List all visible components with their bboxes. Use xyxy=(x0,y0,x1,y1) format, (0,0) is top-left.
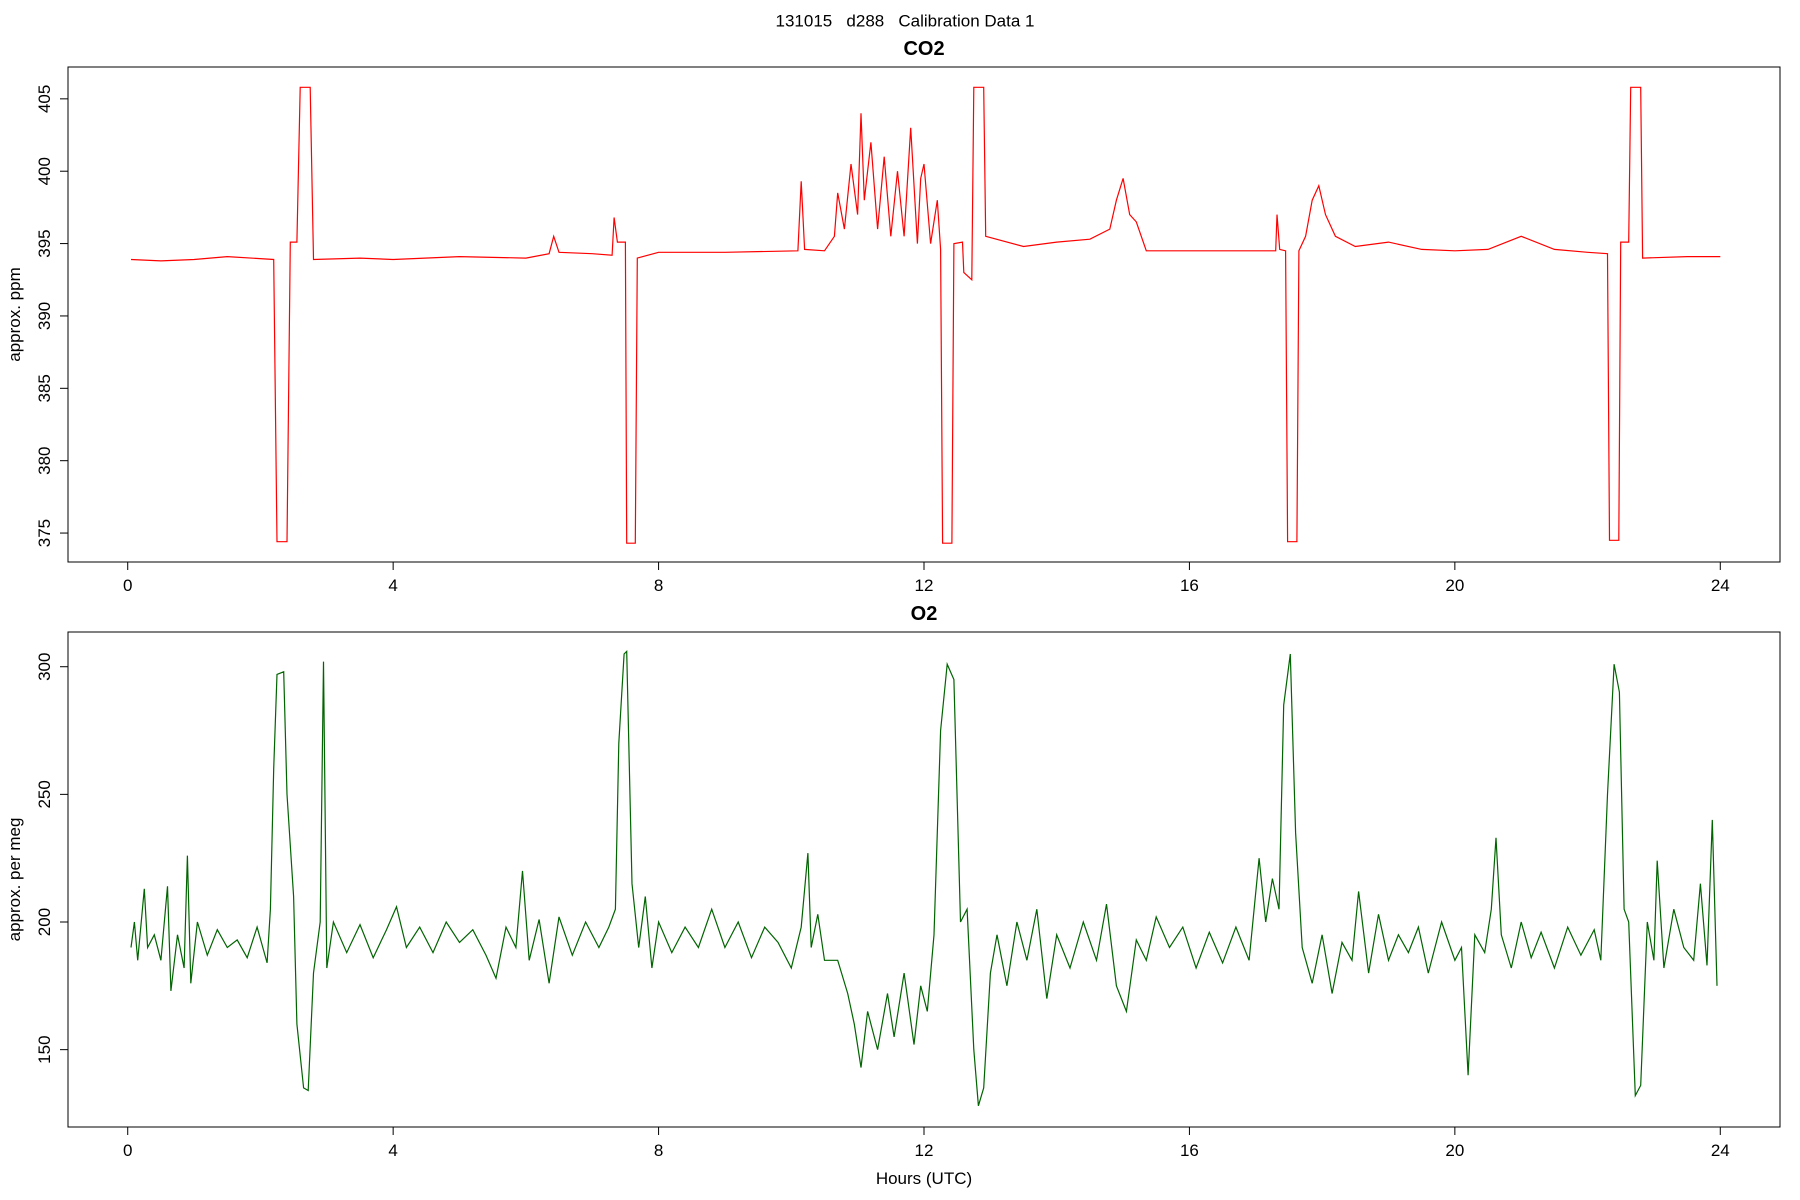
y-tick-label: 200 xyxy=(35,908,54,936)
y-tick-label: 250 xyxy=(35,780,54,808)
x-tick-label: 12 xyxy=(915,576,934,595)
x-tick-label: 12 xyxy=(915,1141,934,1160)
y-tick-label: 390 xyxy=(35,302,54,330)
plot-title: O2 xyxy=(911,603,938,625)
y-tick-label: 385 xyxy=(35,374,54,402)
y-tick-label: 375 xyxy=(35,519,54,547)
x-tick-label: 4 xyxy=(388,576,397,595)
y-tick-label: 400 xyxy=(35,157,54,185)
figure-title: 131015 d288 Calibration Data 1 xyxy=(776,11,1035,30)
plot-title: CO2 xyxy=(903,38,944,60)
x-tick-label: 4 xyxy=(388,1141,397,1160)
x-tick-label: 0 xyxy=(123,1141,132,1160)
x-tick-label: 16 xyxy=(1180,1141,1199,1160)
y-tick-label: 380 xyxy=(35,446,54,474)
x-tick-label: 20 xyxy=(1445,1141,1464,1160)
y-tick-label: 150 xyxy=(35,1035,54,1063)
x-axis-label: Hours (UTC) xyxy=(876,1169,972,1188)
y-tick-label: 395 xyxy=(35,229,54,257)
data-line xyxy=(130,86,1721,544)
data-line xyxy=(130,649,1718,1106)
x-tick-label: 8 xyxy=(654,1141,663,1160)
y-axis-label: approx. per meg xyxy=(5,818,24,942)
y-tick-label: 405 xyxy=(35,85,54,113)
y-axis-label: approx. ppm xyxy=(5,267,24,362)
x-tick-label: 16 xyxy=(1180,576,1199,595)
x-tick-label: 24 xyxy=(1711,1141,1730,1160)
plot-box xyxy=(67,66,1781,563)
x-tick-label: 0 xyxy=(123,576,132,595)
x-tick-label: 24 xyxy=(1711,576,1730,595)
x-tick-label: 8 xyxy=(654,576,663,595)
y-tick-label: 300 xyxy=(35,653,54,681)
x-tick-label: 20 xyxy=(1445,576,1464,595)
plot-box xyxy=(67,631,1781,1128)
